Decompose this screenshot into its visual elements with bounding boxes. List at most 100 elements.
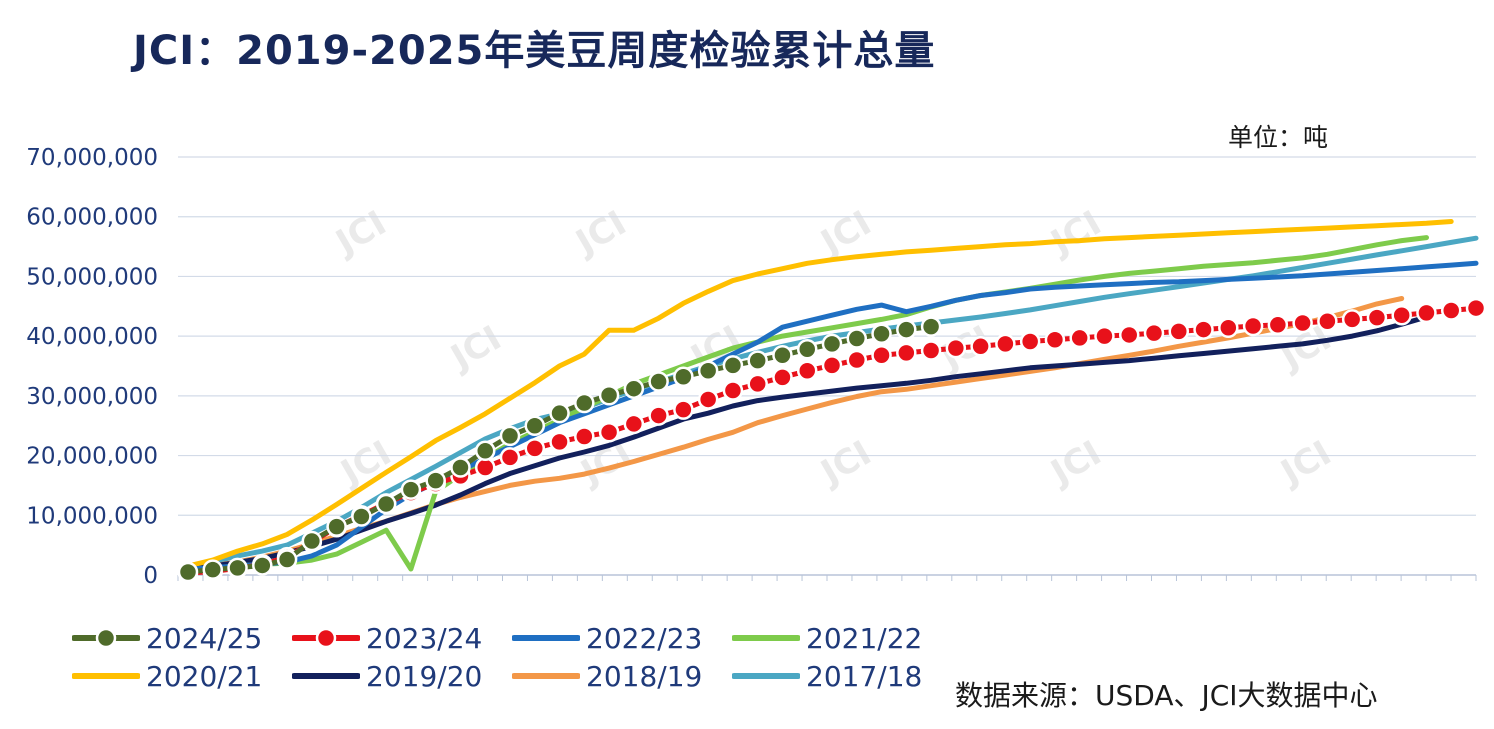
data-point [995,333,1016,355]
legend-label: 2023/24 [366,621,483,655]
y-tick-label: 20,000,000 [26,444,158,470]
data-point [425,470,446,491]
legend-item: 2024/25 [72,618,262,658]
y-tick-label: 70,000,000 [26,145,158,171]
data-point [1118,324,1140,346]
legend-label: 2024/25 [146,621,263,655]
data-point [1069,327,1090,349]
y-tick-label: 50,000,000 [26,264,158,290]
series-2019-20 [185,314,1429,572]
data-point [326,516,347,537]
data-point [623,378,645,399]
legend-label: 2021/22 [806,621,923,655]
y-tick-label: 40,000,000 [26,324,158,350]
data-point [796,339,818,360]
watermark-text: JCI [1043,433,1108,494]
watermark-text: JCI [328,203,393,264]
legend-label: 2019/20 [366,659,483,693]
legend-swatch [512,635,580,641]
legend-item: 2017/18 [732,656,922,696]
y-tick-label: 0 [143,563,158,589]
data-point [821,333,843,355]
legend-swatch [512,673,580,679]
data-point [1242,315,1264,337]
series-line [185,260,1479,572]
legend-swatch [72,627,140,649]
data-point [400,479,422,500]
legend-item: 2022/23 [512,618,702,658]
data-point [1044,329,1066,350]
legend-item: 2018/19 [512,656,702,696]
legend-item: 2019/20 [292,656,482,696]
data-point [1168,321,1190,342]
data-point [673,399,694,420]
data-point [574,426,595,447]
data-point [1391,304,1412,326]
watermark-text: JCI [443,318,508,379]
y-tick-label: 10,000,000 [26,503,158,529]
data-point [896,319,917,340]
data-point [1440,300,1462,321]
data-point [920,340,942,361]
data-point [1143,322,1165,344]
series-2020-21 [185,219,1454,569]
data-point [871,345,892,366]
data-point [697,389,719,410]
y-tick-label: 60,000,000 [26,205,158,231]
legend-item: 2021/22 [732,618,922,658]
chart-title: JCI：2019-2025年美豆周度检验累计总量 [133,28,936,74]
legend-swatch [732,635,800,641]
data-point [499,425,521,447]
series-2024-25 [177,316,942,583]
data-point [252,555,273,576]
legend-label: 2018/19 [586,659,703,693]
legend-swatch [72,673,140,679]
data-point [796,360,818,382]
y-axis-ticks: 0 10,000,000 20,000,000 30,000,000 40,000,00… [26,145,158,589]
data-point [474,457,496,478]
unit-label: 单位：吨 [1228,123,1329,152]
data-point [598,422,620,443]
data-point [1366,307,1388,328]
data-point [920,316,942,337]
data-point [871,323,892,345]
data-point [747,350,768,371]
data-point [970,336,991,357]
series-line [185,235,1429,573]
data-point [1019,331,1041,352]
data-point [896,342,917,364]
data-point [202,559,224,580]
data-point [697,360,719,382]
series-2021-22 [185,235,1429,573]
data-point [846,349,868,371]
data-point [524,438,546,459]
data-point [598,385,620,406]
legend-item: 2020/21 [72,656,262,696]
series-2022-23 [185,260,1479,572]
watermark-text: JCI [813,433,878,494]
data-point [227,557,248,579]
data-point [722,355,744,376]
data-point [747,373,768,395]
data-point [623,413,645,435]
data-point [945,337,967,359]
legend-label: 2020/21 [146,659,263,693]
data-point [549,431,570,453]
watermark-text: JCI [1273,433,1338,494]
data-point [375,493,397,515]
data-point [499,447,521,468]
x-axis [177,575,1477,581]
series-line [185,219,1454,569]
data-point [1094,325,1115,347]
data-point [524,415,546,436]
data-point [673,366,694,387]
data-point [1193,319,1214,340]
data-point [648,371,669,392]
legend-swatch [292,673,360,679]
source-note: 数据来源：USDA、JCI大数据中心 [955,679,1378,712]
legend-swatch [292,627,360,649]
data-point [821,355,843,376]
data-point [276,549,298,570]
data-point [1267,314,1289,336]
